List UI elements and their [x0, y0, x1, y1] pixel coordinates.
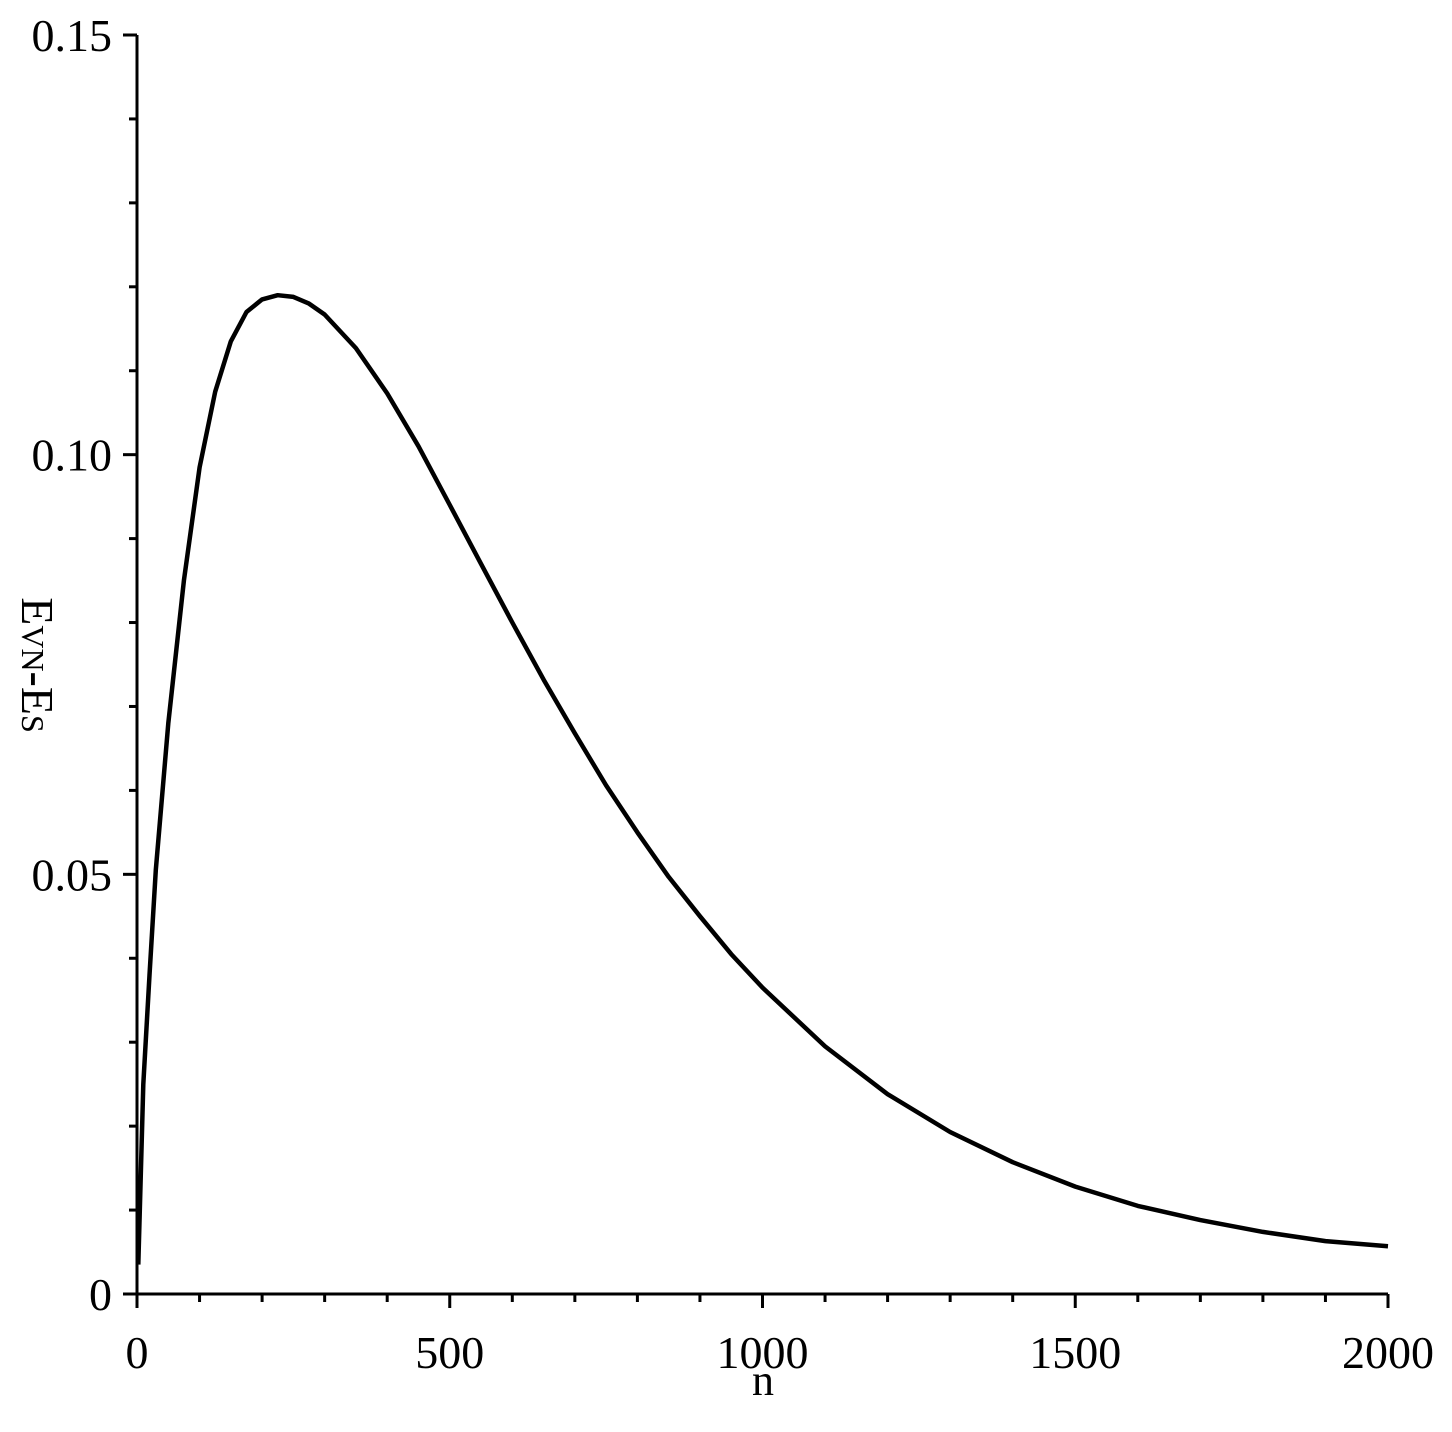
y-tick-label: 0	[89, 1269, 112, 1320]
x-tick-label: 500	[415, 1327, 484, 1378]
y-tick-label: 0.15	[32, 10, 113, 61]
y-title-e1: E	[12, 597, 63, 625]
x-tick-label: 1000	[717, 1327, 809, 1378]
y-tick-label: 0.05	[32, 849, 113, 900]
y-axis-title: EVN-ES	[12, 597, 63, 733]
x-axis-title: n	[752, 1356, 774, 1405]
x-tick-label: 0	[126, 1327, 149, 1378]
x-tick-label: 1500	[1029, 1327, 1121, 1378]
y-tick-labels: 0 0.05 0.10 0.15	[32, 10, 113, 1320]
y-title-sub1: VN	[15, 625, 51, 671]
y-title-sub2: S	[15, 715, 51, 733]
y-tick-label: 0.10	[32, 430, 113, 481]
x-tick-labels: 0 500 1000 1500 2000	[126, 1327, 1435, 1378]
y-title-dash: -	[12, 672, 63, 687]
data-series-curve	[136, 292, 1389, 1265]
svg-text:EVN-ES: EVN-ES	[12, 597, 63, 733]
major-ticks	[123, 33, 1390, 1308]
x-tick-label: 2000	[1342, 1327, 1434, 1378]
minor-ticks	[129, 117, 1327, 1302]
y-title-e2: E	[12, 687, 63, 715]
